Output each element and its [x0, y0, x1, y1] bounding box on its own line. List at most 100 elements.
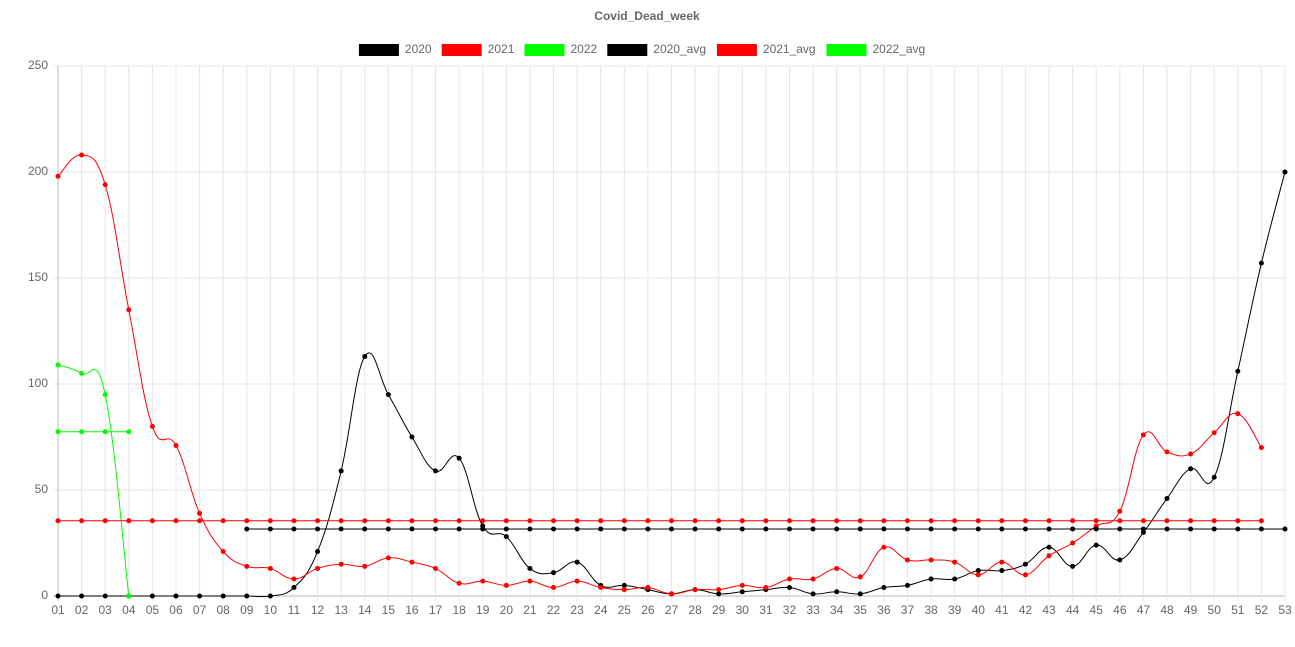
data-point	[385, 518, 391, 524]
data-point	[1211, 474, 1217, 480]
data-point	[904, 557, 910, 563]
data-point	[55, 173, 61, 179]
data-point	[598, 526, 604, 532]
data-point	[197, 518, 203, 524]
y-tick-label: 0	[41, 588, 48, 602]
data-point	[433, 565, 439, 571]
x-tick-label: 02	[75, 603, 89, 617]
data-point	[79, 518, 85, 524]
data-point	[1093, 526, 1099, 532]
data-point	[834, 565, 840, 571]
legend-swatch	[826, 44, 867, 56]
data-point	[1188, 526, 1194, 532]
data-point	[904, 518, 910, 524]
data-point	[551, 526, 557, 532]
data-point	[1022, 526, 1028, 532]
x-tick-label: 15	[382, 603, 396, 617]
data-point	[1117, 557, 1123, 563]
data-point	[126, 429, 132, 435]
data-point	[669, 526, 674, 532]
legend-label: 2022_avg	[873, 42, 926, 56]
data-point	[645, 526, 651, 532]
data-point	[574, 518, 580, 524]
data-point	[786, 585, 792, 591]
data-point	[149, 518, 155, 524]
data-point	[1140, 518, 1146, 524]
data-point	[999, 559, 1005, 565]
x-tick-label: 29	[712, 603, 726, 617]
y-tick-label: 200	[28, 164, 48, 178]
data-point	[338, 561, 344, 567]
legend-label: 2020	[405, 42, 432, 56]
data-point	[55, 429, 61, 435]
data-point	[786, 576, 792, 582]
x-tick-label: 14	[358, 603, 372, 617]
data-point	[598, 585, 604, 591]
series-line	[57, 364, 130, 597]
data-point	[409, 518, 415, 524]
data-point	[1258, 526, 1264, 532]
x-tick-label: 39	[948, 603, 962, 617]
data-point	[362, 526, 368, 532]
data-point	[881, 585, 887, 591]
data-point	[173, 518, 179, 524]
x-tick-label: 33	[806, 603, 820, 617]
data-point	[834, 526, 840, 532]
x-tick-label: 03	[99, 603, 113, 617]
data-point	[574, 578, 580, 584]
data-point	[102, 593, 108, 599]
x-tick-label: 06	[169, 603, 183, 617]
x-tick-label: 20	[500, 603, 514, 617]
x-tick-label: 44	[1066, 603, 1080, 617]
data-point	[928, 518, 934, 524]
data-point	[315, 565, 321, 571]
data-point	[551, 585, 557, 591]
data-point	[857, 574, 863, 580]
data-point	[1140, 432, 1146, 438]
data-point	[574, 526, 580, 532]
data-point	[503, 526, 509, 532]
data-point	[763, 585, 769, 591]
data-point	[692, 587, 698, 593]
x-tick-label: 38	[924, 603, 938, 617]
data-point	[952, 526, 958, 532]
legend-label: 2022	[571, 42, 598, 56]
y-tick-label: 100	[28, 376, 48, 390]
data-point	[928, 526, 934, 532]
data-point	[338, 468, 344, 474]
x-tick-label: 47	[1137, 603, 1151, 617]
data-point	[598, 518, 604, 524]
x-tick-label: 16	[405, 603, 419, 617]
data-point	[763, 526, 769, 532]
data-point	[975, 572, 981, 578]
data-point	[1070, 540, 1076, 546]
data-point	[1235, 526, 1241, 532]
chart-title: Covid_Dead_week	[594, 9, 700, 23]
data-point	[716, 518, 722, 524]
data-point	[102, 392, 108, 398]
x-tick-label: 36	[877, 603, 891, 617]
x-tick-label: 11	[288, 603, 301, 617]
data-point	[692, 526, 698, 532]
data-point	[834, 518, 840, 524]
data-point	[267, 518, 273, 524]
data-point	[126, 307, 132, 313]
legend-swatch	[716, 44, 757, 56]
data-point	[786, 526, 792, 532]
data-point	[621, 518, 627, 524]
data-point	[1164, 495, 1170, 501]
data-point	[267, 565, 273, 571]
data-point	[480, 526, 486, 532]
x-tick-label: 19	[476, 603, 490, 617]
data-point	[1046, 553, 1052, 559]
data-point	[79, 429, 85, 435]
data-point	[975, 526, 981, 532]
x-tick-label: 22	[547, 603, 561, 617]
x-tick-label: 24	[594, 603, 608, 617]
data-point	[197, 593, 203, 599]
x-tick-label: 18	[452, 603, 466, 617]
series-line	[57, 154, 1262, 595]
data-point	[551, 570, 557, 576]
data-point	[173, 442, 179, 448]
